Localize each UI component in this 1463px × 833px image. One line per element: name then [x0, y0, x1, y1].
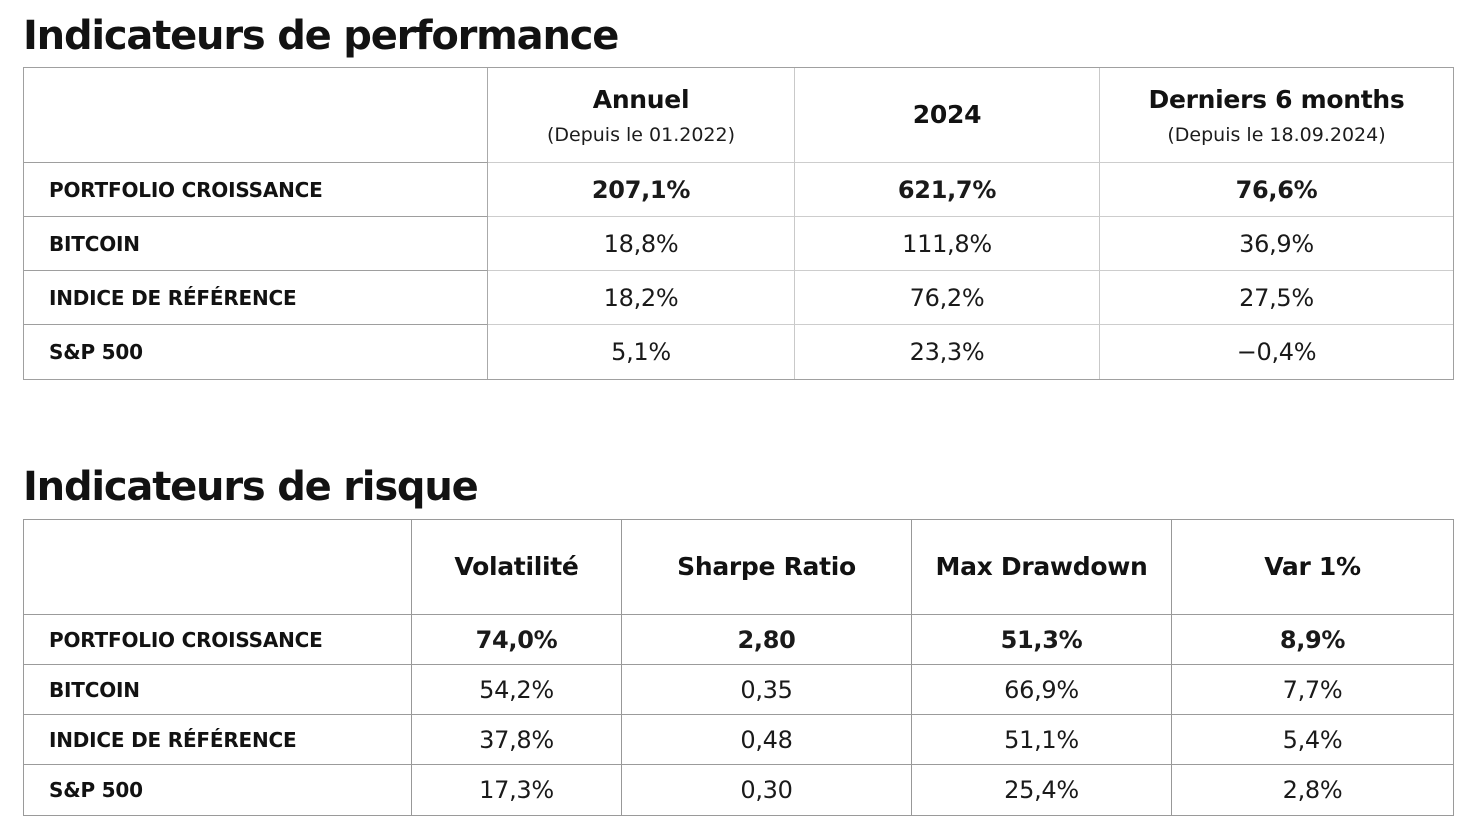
value-cell: 25,4%	[912, 765, 1172, 815]
value-cell: 27,5%	[1100, 271, 1453, 325]
performance-header-row: Annuel (Depuis le 01.2022) 2024 Derniers…	[24, 68, 1453, 163]
column-header-label: Volatilité	[454, 552, 579, 581]
risk-col-header-max-drawdown: Max Drawdown	[912, 520, 1172, 615]
value-cell: 2,8%	[1172, 765, 1453, 815]
column-header-label: 2024	[912, 100, 982, 129]
table-row-indice-de-reference: INDICE DE RÉFÉRENCE 18,2% 76,2% 27,5%	[24, 271, 1453, 325]
column-header-label: Annuel	[592, 84, 690, 114]
value-cell: 36,9%	[1100, 217, 1453, 271]
value-cell: 76,2%	[795, 271, 1100, 325]
value-cell: 23,3%	[795, 325, 1100, 379]
value-cell: 2,80	[622, 615, 912, 665]
value-cell: 18,2%	[488, 271, 795, 325]
risk-table: Volatilité Sharpe Ratio Max Drawdown Var…	[23, 519, 1454, 816]
table-row-indice-de-reference: INDICE DE RÉFÉRENCE 37,8% 0,48 51,1% 5,4…	[24, 715, 1453, 765]
row-label: S&P 500	[24, 325, 488, 379]
row-label: BITCOIN	[24, 217, 488, 271]
risk-col-header-var1: Var 1%	[1172, 520, 1453, 615]
performance-col-header-6months: Derniers 6 months (Depuis le 18.09.2024)	[1100, 68, 1453, 163]
row-label: PORTFOLIO CROISSANCE	[24, 615, 412, 665]
performance-corner-cell	[24, 68, 488, 163]
risk-corner-cell	[24, 520, 412, 615]
risk-section-title: Indicateurs de risque	[23, 464, 479, 510]
value-cell: 76,6%	[1100, 163, 1453, 217]
value-cell: 7,7%	[1172, 665, 1453, 715]
table-row-bitcoin: BITCOIN 54,2% 0,35 66,9% 7,7%	[24, 665, 1453, 715]
value-cell: 0,35	[622, 665, 912, 715]
table-row-portfolio-croissance: PORTFOLIO CROISSANCE 207,1% 621,7% 76,6%	[24, 163, 1453, 217]
performance-col-header-annuel: Annuel (Depuis le 01.2022)	[488, 68, 795, 163]
value-cell: 8,9%	[1172, 615, 1453, 665]
table-row-bitcoin: BITCOIN 18,8% 111,8% 36,9%	[24, 217, 1453, 271]
value-cell: 0,30	[622, 765, 912, 815]
risk-col-header-sharpe-ratio: Sharpe Ratio	[622, 520, 912, 615]
value-cell: 111,8%	[795, 217, 1100, 271]
value-cell: 54,2%	[412, 665, 622, 715]
value-cell: 37,8%	[412, 715, 622, 765]
value-cell: 207,1%	[488, 163, 795, 217]
performance-section-title: Indicateurs de performance	[23, 13, 619, 59]
value-cell: 18,8%	[488, 217, 795, 271]
table-row-sp500: S&P 500 17,3% 0,30 25,4% 2,8%	[24, 765, 1453, 815]
table-row-portfolio-croissance: PORTFOLIO CROISSANCE 74,0% 2,80 51,3% 8,…	[24, 615, 1453, 665]
value-cell: −0,4%	[1100, 325, 1453, 379]
performance-col-header-2024: 2024	[795, 68, 1100, 163]
row-label: S&P 500	[24, 765, 412, 815]
value-cell: 0,48	[622, 715, 912, 765]
column-header-subtitle: (Depuis le 18.09.2024)	[1167, 123, 1386, 146]
column-header-label: Sharpe Ratio	[677, 552, 856, 581]
value-cell: 51,3%	[912, 615, 1172, 665]
row-label: BITCOIN	[24, 665, 412, 715]
value-cell: 74,0%	[412, 615, 622, 665]
column-header-label: Derniers 6 months	[1148, 84, 1405, 114]
table-row-sp500: S&P 500 5,1% 23,3% −0,4%	[24, 325, 1453, 379]
risk-col-header-volatilite: Volatilité	[412, 520, 622, 615]
value-cell: 5,1%	[488, 325, 795, 379]
value-cell: 66,9%	[912, 665, 1172, 715]
row-label: PORTFOLIO CROISSANCE	[24, 163, 488, 217]
value-cell: 17,3%	[412, 765, 622, 815]
row-label: INDICE DE RÉFÉRENCE	[24, 271, 488, 325]
column-header-label: Var 1%	[1264, 552, 1361, 581]
risk-header-row: Volatilité Sharpe Ratio Max Drawdown Var…	[24, 520, 1453, 615]
column-header-subtitle: (Depuis le 01.2022)	[546, 123, 736, 146]
value-cell: 5,4%	[1172, 715, 1453, 765]
row-label: INDICE DE RÉFÉRENCE	[24, 715, 412, 765]
column-header-label: Max Drawdown	[935, 552, 1148, 581]
performance-table: Annuel (Depuis le 01.2022) 2024 Derniers…	[23, 67, 1454, 380]
value-cell: 51,1%	[912, 715, 1172, 765]
value-cell: 621,7%	[795, 163, 1100, 217]
